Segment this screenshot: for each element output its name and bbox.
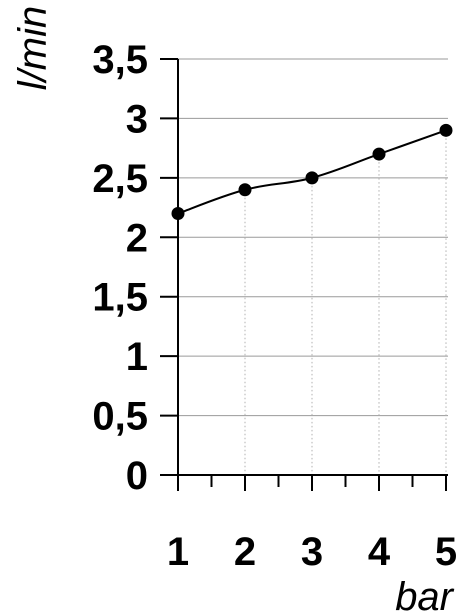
tick-labels: 0 0,5 1 1,5 2 2,5 3 3,5 1 2 3 4 5 [92,38,457,574]
y-tick-label: 1 [126,335,148,379]
y-tick-label: 0,5 [92,395,148,439]
y-tick-label: 0 [126,454,148,498]
data-point [372,147,386,161]
data-series [171,123,453,221]
data-point [439,123,453,137]
x-tick-label: 1 [167,530,189,574]
y-tick-label: 2 [126,216,148,260]
y-tick-label: 3,5 [92,38,148,82]
x-tick-label: 3 [301,530,323,574]
y-axis-title: l/min [11,6,55,90]
x-axis-title: bar [395,575,454,614]
grid [178,58,448,475]
data-point [171,207,185,221]
data-point [238,183,252,197]
y-tick-label: 2,5 [92,157,148,201]
data-point [305,171,319,185]
x-tick-label: 2 [234,530,256,574]
y-tick-label: 3 [126,97,148,141]
x-tick-label: 4 [368,530,391,574]
x-tick-label: 5 [435,530,457,574]
axes [160,58,448,491]
y-tick-label: 1,5 [92,276,148,320]
